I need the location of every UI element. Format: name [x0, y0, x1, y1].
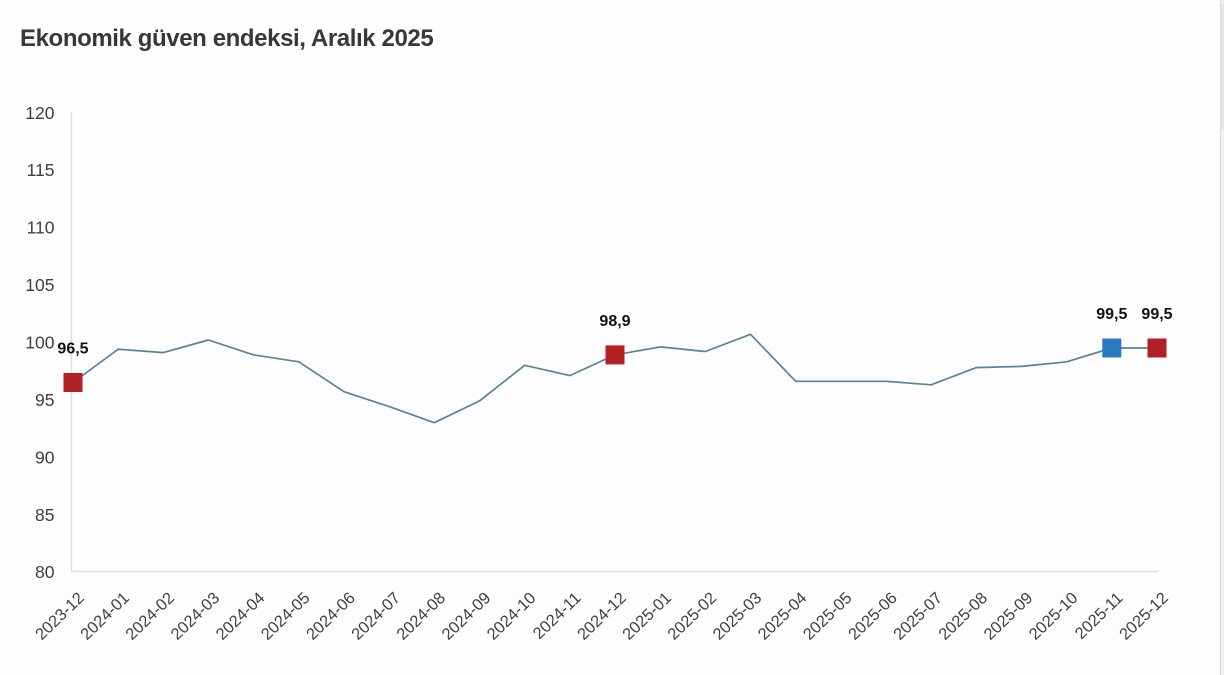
svg-text:2025-02: 2025-02 [664, 589, 720, 644]
svg-text:2025-07: 2025-07 [890, 589, 946, 644]
svg-text:2024-03: 2024-03 [168, 589, 224, 644]
svg-text:100: 100 [25, 333, 54, 353]
svg-text:80: 80 [35, 562, 55, 582]
svg-text:95: 95 [35, 390, 54, 410]
svg-text:99,5: 99,5 [1141, 306, 1172, 323]
svg-text:99,5: 99,5 [1096, 306, 1127, 323]
svg-text:2024-09: 2024-09 [439, 589, 495, 644]
svg-text:110: 110 [27, 218, 55, 238]
svg-text:2024-04: 2024-04 [213, 589, 269, 644]
svg-text:2024-02: 2024-02 [122, 589, 178, 644]
svg-text:2025-11: 2025-11 [1072, 589, 1127, 643]
svg-text:2024-07: 2024-07 [348, 589, 404, 644]
svg-text:2025-12: 2025-12 [1116, 589, 1172, 644]
svg-text:85: 85 [35, 505, 54, 525]
svg-text:98,9: 98,9 [599, 313, 630, 330]
svg-text:2024-10: 2024-10 [484, 589, 540, 644]
svg-text:2025-01: 2025-01 [619, 589, 675, 644]
svg-text:2025-10: 2025-10 [1026, 589, 1082, 644]
svg-text:2024-08: 2024-08 [393, 589, 449, 644]
svg-text:90: 90 [35, 447, 55, 467]
svg-text:2024-06: 2024-06 [303, 589, 359, 644]
svg-text:2025-05: 2025-05 [800, 589, 856, 644]
svg-text:2025-06: 2025-06 [845, 589, 901, 644]
svg-text:2023-12: 2023-12 [32, 589, 88, 644]
svg-text:2025-04: 2025-04 [755, 589, 811, 644]
svg-text:115: 115 [27, 160, 55, 180]
svg-text:2024-12: 2024-12 [574, 589, 630, 644]
svg-text:96,5: 96,5 [57, 341, 88, 358]
svg-text:2024-11: 2024-11 [530, 589, 585, 643]
svg-text:2024-01: 2024-01 [77, 589, 133, 644]
svg-text:120: 120 [25, 103, 54, 123]
svg-text:2025-08: 2025-08 [935, 589, 991, 644]
svg-text:2025-09: 2025-09 [981, 589, 1037, 644]
svg-text:105: 105 [25, 275, 54, 295]
svg-text:2025-03: 2025-03 [710, 589, 766, 644]
svg-text:2024-05: 2024-05 [258, 589, 314, 644]
